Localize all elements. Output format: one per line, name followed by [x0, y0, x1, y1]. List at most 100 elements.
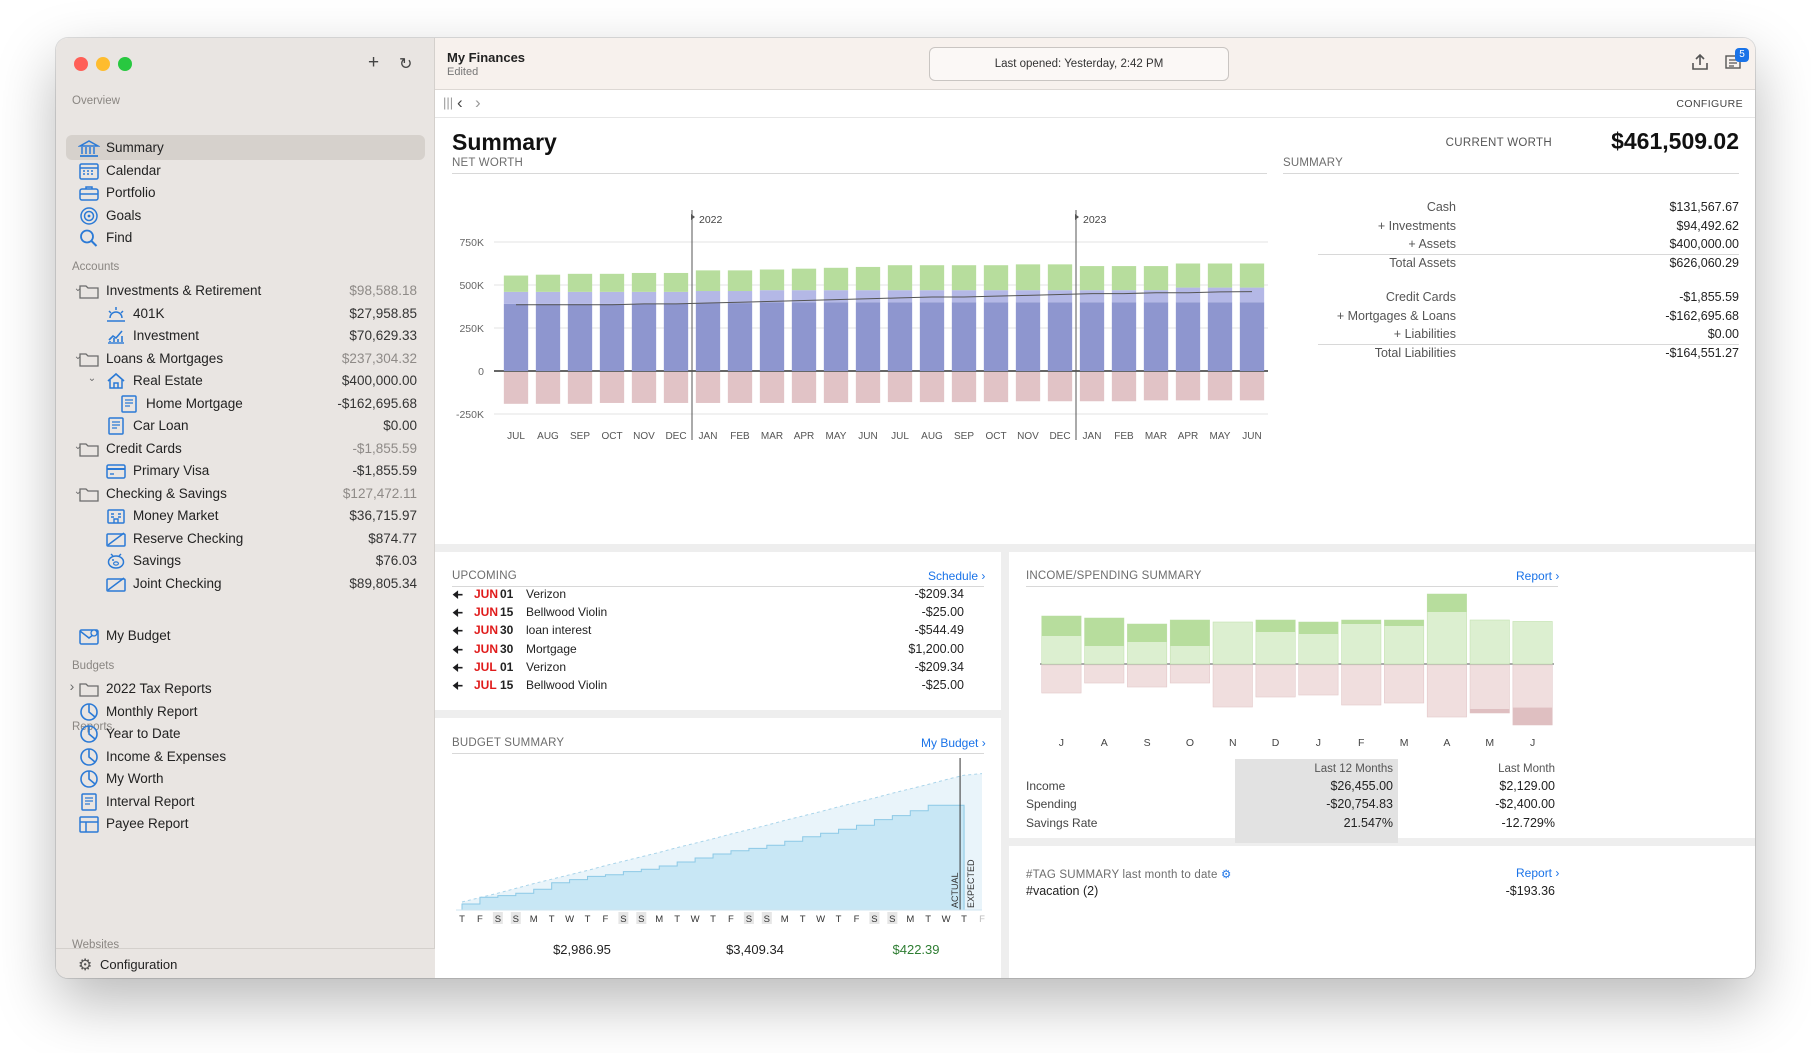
- chevron-down-icon[interactable]: ⌄: [73, 440, 83, 452]
- my-budget-link[interactable]: My Budget ›: [921, 736, 986, 750]
- add-icon[interactable]: +: [368, 52, 380, 73]
- bar-cash[interactable]: [663, 291, 689, 304]
- bar-investments[interactable]: [951, 302, 977, 371]
- bar-cash[interactable]: [1207, 287, 1233, 303]
- sidebar-item-income-expenses[interactable]: Income & Expenses: [66, 744, 425, 769]
- bar-investments[interactable]: [1175, 302, 1201, 371]
- sidebar-item-home-mortgage[interactable]: Home Mortgage -$162,695.68: [66, 391, 425, 416]
- spending-bar[interactable]: [1426, 664, 1467, 718]
- bar-cash[interactable]: [1175, 287, 1201, 303]
- bar-liabilities[interactable]: [1175, 372, 1201, 401]
- bar-assets[interactable]: [855, 266, 881, 291]
- overspend-bar[interactable]: [1512, 707, 1553, 725]
- bar-cash[interactable]: [631, 291, 657, 304]
- sidebar-item-car-loan[interactable]: Car Loan $0.00: [66, 413, 425, 438]
- upcoming-row[interactable]: 🠈 JUL 15 Bellwood Violin -$25.00: [452, 677, 984, 695]
- bar-liabilities[interactable]: [759, 372, 785, 403]
- bar-assets[interactable]: [1047, 264, 1073, 291]
- sidebar-item-find[interactable]: Find: [66, 225, 425, 250]
- minimize-window-button[interactable]: [96, 57, 110, 71]
- refresh-icon[interactable]: ↻: [399, 56, 413, 73]
- bar-investments[interactable]: [759, 302, 785, 371]
- savings-bar[interactable]: [1170, 620, 1210, 646]
- bar-investments[interactable]: [1079, 302, 1105, 371]
- savings-bar[interactable]: [1084, 618, 1124, 646]
- spending-bar[interactable]: [1384, 664, 1425, 704]
- bar-cash[interactable]: [1111, 290, 1137, 303]
- chevron-down-icon[interactable]: ⌄: [73, 283, 83, 294]
- bar-cash[interactable]: [855, 290, 881, 303]
- bar-investments[interactable]: [1239, 302, 1265, 371]
- bar-assets[interactable]: [759, 269, 785, 291]
- bar-liabilities[interactable]: [1143, 372, 1169, 401]
- gear-icon[interactable]: ⚙: [78, 957, 93, 974]
- upcoming-row[interactable]: 🠈 JUN 01 Verizon -$209.34: [452, 586, 984, 604]
- tag-row-label[interactable]: #vacation (2): [1026, 884, 1099, 898]
- bar-liabilities[interactable]: [1079, 372, 1105, 402]
- income-report-link[interactable]: Report ›: [1516, 569, 1560, 583]
- bar-cash[interactable]: [823, 290, 849, 303]
- sidebar-item-payee-report[interactable]: Payee Report: [66, 811, 425, 836]
- forward-icon[interactable]: ›: [475, 93, 481, 112]
- bar-assets[interactable]: [567, 273, 593, 292]
- sidebar-item-loans-mortgages[interactable]: ⌄ Loans & Mortgages $237,304.32: [66, 346, 425, 371]
- bar-assets[interactable]: [951, 265, 977, 291]
- bar-assets[interactable]: [887, 265, 913, 291]
- close-window-button[interactable]: [74, 57, 88, 71]
- bar-cash[interactable]: [1047, 290, 1073, 303]
- bar-investments[interactable]: [983, 302, 1009, 371]
- bar-liabilities[interactable]: [535, 372, 561, 404]
- income-bar[interactable]: [1212, 621, 1253, 665]
- income-bar[interactable]: [1341, 619, 1382, 665]
- schedule-link-label[interactable]: Schedule: [928, 569, 979, 583]
- bar-assets[interactable]: [631, 272, 657, 292]
- bar-cash[interactable]: [919, 290, 945, 303]
- bar-investments[interactable]: [791, 302, 817, 371]
- spending-bar[interactable]: [1084, 664, 1125, 684]
- sidebar-item-checking-savings[interactable]: ⌄ Checking & Savings $127,472.11: [66, 481, 425, 506]
- income-bar[interactable]: [1469, 619, 1510, 665]
- bar-investments[interactable]: [1207, 302, 1233, 371]
- bar-assets[interactable]: [727, 270, 753, 292]
- bar-liabilities[interactable]: [951, 372, 977, 403]
- bar-cash[interactable]: [695, 291, 721, 304]
- bar-investments[interactable]: [663, 303, 689, 371]
- spending-bar[interactable]: [1212, 664, 1253, 708]
- bar-investments[interactable]: [823, 302, 849, 371]
- gear-icon[interactable]: ⚙: [1220, 869, 1232, 881]
- sidebar-item-credit-cards[interactable]: ⌄ Credit Cards -$1,855.59: [66, 436, 425, 461]
- bar-investments[interactable]: [631, 303, 657, 371]
- sidebar-item-portfolio[interactable]: Portfolio: [66, 180, 425, 205]
- sidebar-item-investments-retirement[interactable]: ⌄ Investments & Retirement $98,588.18: [66, 278, 425, 303]
- bar-cash[interactable]: [887, 290, 913, 303]
- sidebar-item-investment[interactable]: Investment $70,629.33: [66, 323, 425, 348]
- bar-liabilities[interactable]: [1111, 372, 1137, 402]
- bar-assets[interactable]: [663, 272, 689, 292]
- bar-investments[interactable]: [727, 303, 753, 371]
- sidebar-item-calendar[interactable]: Calendar: [66, 158, 425, 183]
- sidebar-item-summary[interactable]: Summary: [66, 135, 425, 160]
- bar-liabilities[interactable]: [663, 372, 689, 403]
- chevron-down-icon[interactable]: ⌄: [87, 373, 97, 384]
- sidebar-toggle-icon[interactable]: |||: [443, 95, 454, 110]
- bar-cash[interactable]: [567, 291, 593, 304]
- configure-button[interactable]: CONFIGURE: [1676, 98, 1743, 110]
- back-icon[interactable]: ‹: [457, 93, 463, 112]
- bar-liabilities[interactable]: [1047, 372, 1073, 402]
- bar-investments[interactable]: [599, 303, 625, 371]
- sidebar-item-interval-report[interactable]: Interval Report: [66, 789, 425, 814]
- bar-assets[interactable]: [695, 270, 721, 292]
- bar-investments[interactable]: [535, 303, 561, 371]
- bar-investments[interactable]: [1047, 302, 1073, 371]
- chevron-down-icon[interactable]: ⌄: [73, 350, 83, 362]
- sidebar-item-2022-tax-reports[interactable]: › 2022 Tax Reports: [66, 676, 425, 701]
- savings-bar[interactable]: [1427, 594, 1467, 612]
- bar-cash[interactable]: [727, 291, 753, 304]
- income-bar[interactable]: [1512, 621, 1553, 665]
- bar-liabilities[interactable]: [695, 372, 721, 403]
- configuration-label[interactable]: Configuration: [100, 957, 178, 972]
- sidebar-item-joint-checking[interactable]: Joint Checking $89,805.34: [66, 571, 425, 596]
- bar-assets[interactable]: [535, 274, 561, 292]
- savings-bar[interactable]: [1255, 620, 1296, 632]
- bar-assets[interactable]: [1079, 266, 1105, 291]
